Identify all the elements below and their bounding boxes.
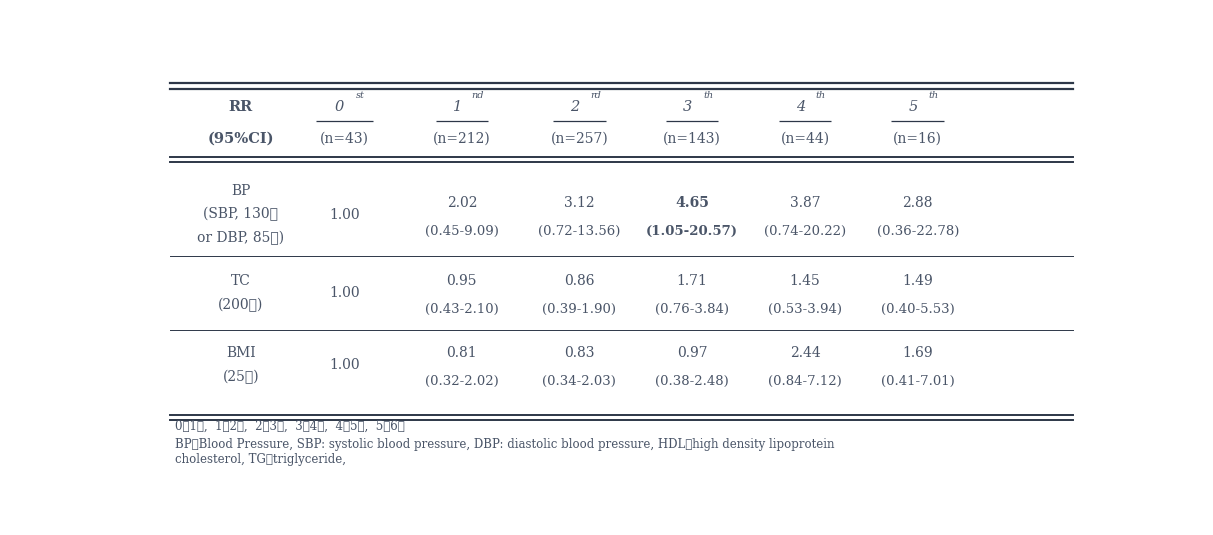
- Text: (0.72-13.56): (0.72-13.56): [539, 225, 621, 238]
- Text: 1.45: 1.45: [790, 274, 820, 288]
- Text: (0.74-20.22): (0.74-20.22): [764, 225, 845, 238]
- Text: 0.83: 0.83: [564, 346, 594, 360]
- Text: (0.38-2.48): (0.38-2.48): [655, 375, 729, 388]
- Text: 0.86: 0.86: [564, 274, 594, 288]
- Text: 1.49: 1.49: [902, 274, 933, 288]
- Text: (n=44): (n=44): [780, 132, 830, 146]
- Text: 5: 5: [909, 101, 918, 114]
- Text: 2.44: 2.44: [790, 346, 820, 360]
- Text: 1.69: 1.69: [902, 346, 933, 360]
- Text: nd: nd: [472, 90, 484, 100]
- Text: 0.81: 0.81: [446, 346, 477, 360]
- Text: (0.76-3.84): (0.76-3.84): [655, 303, 729, 316]
- Text: (n=212): (n=212): [433, 132, 491, 146]
- Text: RR: RR: [229, 101, 254, 114]
- Text: 0：1급,  1：2급,  2：3급,  3：4급,  4：5급,  5：6급: 0：1급, 1：2급, 2：3급, 3：4급, 4：5급, 5：6급: [175, 420, 405, 433]
- Text: (1.05-20.57): (1.05-20.57): [647, 225, 739, 238]
- Text: 1.71: 1.71: [677, 274, 707, 288]
- Text: (25≧): (25≧): [223, 370, 260, 384]
- Text: rd: rd: [590, 90, 600, 100]
- Text: 2.02: 2.02: [446, 196, 477, 210]
- Text: 4: 4: [796, 101, 805, 114]
- Text: (0.53-3.94): (0.53-3.94): [768, 303, 842, 316]
- Text: (n=43): (n=43): [320, 132, 369, 146]
- Text: (0.45-9.09): (0.45-9.09): [425, 225, 499, 238]
- Text: 1.00: 1.00: [329, 208, 359, 221]
- Text: (0.43-2.10): (0.43-2.10): [425, 303, 499, 316]
- Text: BP: BP: [232, 184, 251, 197]
- Text: st: st: [355, 90, 365, 100]
- Text: (n=257): (n=257): [551, 132, 608, 146]
- Text: 1.00: 1.00: [329, 358, 359, 372]
- Text: BMI: BMI: [226, 346, 256, 360]
- Text: (200≧): (200≧): [218, 297, 263, 312]
- Text: 3.12: 3.12: [564, 196, 594, 210]
- Text: BP：Blood Pressure, SBP: systolic blood pressure, DBP: diastolic blood pressure, : BP：Blood Pressure, SBP: systolic blood p…: [175, 438, 835, 450]
- Text: (95%CI): (95%CI): [207, 132, 274, 146]
- Text: th: th: [704, 90, 713, 100]
- Text: (0.40-5.53): (0.40-5.53): [881, 303, 955, 316]
- Text: 3.87: 3.87: [790, 196, 820, 210]
- Text: (n=143): (n=143): [664, 132, 721, 146]
- Text: 4.65: 4.65: [676, 196, 710, 210]
- Text: TC: TC: [230, 274, 251, 288]
- Text: th: th: [816, 90, 826, 100]
- Text: 0.95: 0.95: [446, 274, 477, 288]
- Text: 3: 3: [683, 101, 693, 114]
- Text: 0: 0: [335, 101, 344, 114]
- Text: (0.41-7.01): (0.41-7.01): [881, 375, 955, 388]
- Text: (0.84-7.12): (0.84-7.12): [768, 375, 842, 388]
- Text: (0.36-22.78): (0.36-22.78): [877, 225, 959, 238]
- Text: cholesterol, TG：triglyceride,: cholesterol, TG：triglyceride,: [175, 453, 346, 466]
- Text: 0.97: 0.97: [677, 346, 707, 360]
- Text: (n=16): (n=16): [893, 132, 943, 146]
- Text: (0.39-1.90): (0.39-1.90): [542, 303, 616, 316]
- Text: (SBP, 130≧: (SBP, 130≧: [204, 208, 279, 221]
- Text: (0.34-2.03): (0.34-2.03): [542, 375, 616, 388]
- Text: 2: 2: [570, 101, 580, 114]
- Text: or DBP, 85≧): or DBP, 85≧): [198, 231, 285, 246]
- Text: 2.88: 2.88: [902, 196, 933, 210]
- Text: (0.32-2.02): (0.32-2.02): [425, 375, 499, 388]
- Text: th: th: [929, 90, 939, 100]
- Text: 1: 1: [452, 101, 462, 114]
- Text: 1.00: 1.00: [329, 286, 359, 300]
